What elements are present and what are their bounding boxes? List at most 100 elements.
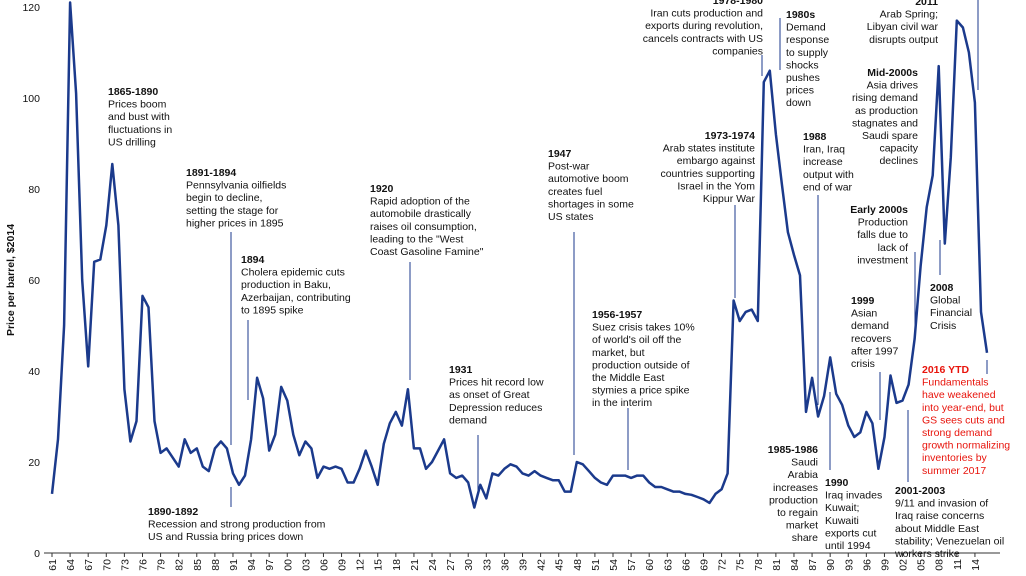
- x-tick-label: 70: [101, 559, 113, 571]
- annotation-text: and bust with: [108, 111, 170, 123]
- x-tick-label: 39: [518, 559, 530, 571]
- y-axis-label: Price per barrel, $2014: [5, 224, 17, 336]
- annotation-text: summer 2017: [922, 465, 986, 477]
- annotation-text: stability; Venezuelan oil: [895, 535, 1004, 547]
- annotation-text: Cholera epidemic cuts: [241, 267, 345, 279]
- annotation-text: down: [786, 97, 811, 109]
- annotation-text: higher prices in 1895: [186, 217, 284, 229]
- annotation-heading: 2011: [915, 0, 938, 8]
- annotation-text: of world's oil off the: [592, 334, 682, 346]
- annotation-heading: 1990: [825, 477, 849, 489]
- x-tick-label: 51: [590, 559, 602, 571]
- annotation-text: creates fuel: [548, 186, 602, 198]
- x-tick-label: 76: [137, 559, 149, 571]
- annotation-text: leading to the "West: [370, 233, 464, 245]
- x-tick-label: 82: [174, 559, 186, 571]
- x-tick-label: 09: [337, 559, 349, 571]
- annotation-heading: 2001-2003: [895, 485, 945, 497]
- annotation-text: Crisis: [930, 320, 956, 332]
- annotation-text: Saudi: [791, 457, 818, 469]
- annotation-text: to regain: [777, 507, 818, 519]
- annotation-text: GS sees cuts and: [922, 414, 1005, 426]
- annotation-text: workers strike: [894, 548, 960, 560]
- annotation-text: recovers: [851, 333, 891, 345]
- annotation-text: Iraq invades: [825, 490, 882, 502]
- annotation-text: Fundamentals: [922, 377, 989, 389]
- annotation-text: demand: [449, 414, 487, 426]
- annotation-heading: Early 2000s: [850, 204, 908, 216]
- annotation-text: automobile drastically: [370, 208, 472, 220]
- annotation-heading: 1985-1986: [768, 444, 818, 456]
- annotation-text: the Middle East: [592, 372, 664, 384]
- annotation-text: shortages in some: [548, 198, 634, 210]
- annotation-text: market: [786, 520, 818, 532]
- x-tick-label: 93: [843, 559, 855, 571]
- annotation-text: output with: [803, 169, 854, 181]
- annotation-text: Arabia: [788, 469, 819, 481]
- annotation-text: crisis: [851, 358, 875, 370]
- y-tick-label: 0: [34, 548, 40, 560]
- annotation-text: strong demand: [922, 427, 992, 439]
- annotation-heading: 1890-1892: [148, 506, 198, 518]
- annotation-text: declines: [879, 155, 918, 167]
- x-tick-label: 64: [65, 559, 77, 571]
- annotation-heading: 1956-1957: [592, 309, 642, 321]
- y-tick-label: 40: [28, 366, 40, 378]
- x-tick-label: 57: [626, 559, 638, 571]
- annotation-text: inventories by: [922, 452, 988, 464]
- annotation-heading: 2008: [930, 282, 954, 294]
- annotation-text: Arab states institute: [663, 143, 755, 155]
- annotation-text: Asian: [851, 308, 877, 320]
- x-tick-label: 36: [499, 559, 511, 571]
- annotation-text: market, but: [592, 347, 645, 359]
- annotation-text: Saudi spare: [862, 130, 918, 142]
- x-tick-label: 42: [536, 559, 548, 571]
- annotation-text: Demand: [786, 22, 826, 34]
- annotation-text: Suez crisis takes 10%: [592, 322, 695, 334]
- annotation-text: shocks: [786, 59, 819, 71]
- x-tick-label: 99: [879, 559, 891, 571]
- annotation-text: automotive boom: [548, 173, 629, 185]
- annotation-text: in the interim: [592, 397, 652, 409]
- annotation-text: Prices boom: [108, 99, 167, 111]
- annotation-text: response: [786, 34, 829, 46]
- annotation-heading: 1891-1894: [186, 167, 236, 179]
- annotation-text: US and Russia bring prices down: [148, 531, 303, 543]
- x-tick-label: 67: [83, 559, 95, 571]
- annotation-text: to 1895 spike: [241, 304, 304, 316]
- x-tick-label: 61: [47, 559, 59, 571]
- annotation-heading: 1947: [548, 148, 572, 160]
- x-tick-label: 87: [807, 559, 819, 571]
- annotation-text: Coast Gasoline Famine": [370, 246, 484, 258]
- x-tick-label: 66: [680, 559, 692, 571]
- annotation-text: companies: [712, 45, 763, 57]
- x-tick-label: 88: [210, 559, 222, 571]
- annotation-text: Rapid adoption of the: [370, 196, 470, 208]
- annotation-heading: 1980s: [786, 9, 815, 21]
- annotation-heading: 1973-1974: [705, 130, 755, 142]
- annotation-text: cancels contracts with US: [643, 33, 763, 45]
- x-tick-label: 97: [264, 559, 276, 571]
- price-line: [50, 1, 989, 509]
- annotation-text: embargo against: [677, 155, 755, 167]
- annotation-text: stagnates and: [852, 117, 918, 129]
- annotation-text: Kuwaiti: [825, 515, 859, 527]
- x-tick-label: 45: [554, 559, 566, 571]
- y-tick-label: 120: [22, 2, 40, 14]
- annotation-text: Azerbaijan, contributing: [241, 292, 351, 304]
- annotation-text: Israel in the Yom: [677, 180, 755, 192]
- annotation-text: Post-war: [548, 161, 590, 173]
- annotation-text: lack of: [878, 242, 908, 254]
- x-tick-label: 78: [753, 559, 765, 571]
- annotation-text: production in Baku,: [241, 279, 331, 291]
- annotation-text: disrupts output: [869, 34, 938, 46]
- x-tick-label: 30: [463, 559, 475, 571]
- annotation-text: stymies a price spike: [592, 385, 690, 397]
- annotation-heading: 1988: [803, 131, 827, 143]
- annotation-text: pushes: [786, 72, 820, 84]
- annotation-text: as onset of Great: [449, 389, 530, 401]
- annotation-text: countries supporting: [660, 168, 755, 180]
- annotation-text: Iraq raise concerns: [895, 510, 984, 522]
- y-tick-label: 80: [28, 184, 40, 196]
- x-tick-label: 27: [445, 559, 457, 571]
